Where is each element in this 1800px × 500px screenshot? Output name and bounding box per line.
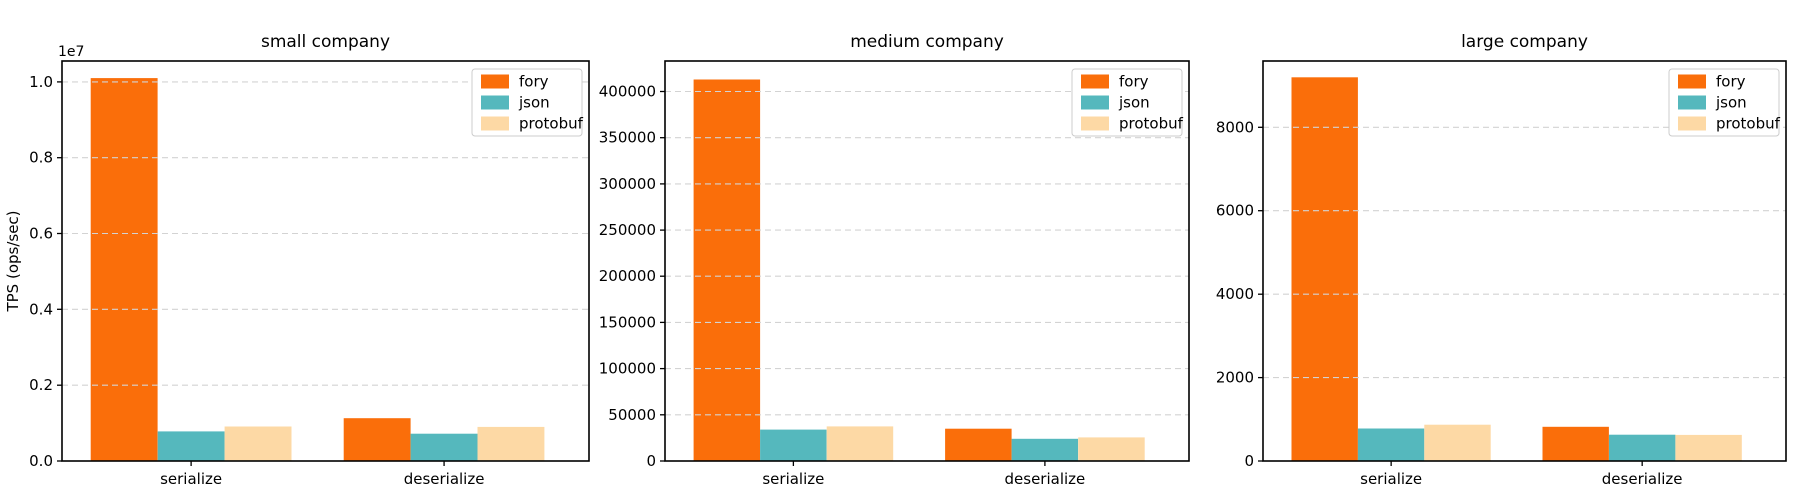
y-tick-label: 0.4	[29, 300, 53, 318]
y-tick-label: 1.0	[29, 73, 53, 91]
bar-json-deserialize	[1011, 438, 1079, 461]
bar-protobuf-deserialize	[1675, 434, 1742, 461]
y-tick-label: 200000	[599, 267, 656, 285]
bar-protobuf-serialize	[826, 426, 894, 461]
x-tick-label-serialize: serialize	[762, 470, 824, 488]
legend-swatch-protobuf	[1678, 116, 1706, 131]
y-tick-label: 350000	[599, 129, 656, 147]
y-tick-label: 150000	[599, 313, 656, 331]
legend-swatch-fory	[481, 74, 509, 89]
bar-json-deserialize	[410, 433, 478, 461]
legend-label-fory: fory	[519, 73, 549, 91]
y-tick-label: 0.8	[29, 149, 53, 167]
bar-protobuf-deserialize	[1078, 437, 1145, 461]
x-tick-label-deserialize: deserialize	[404, 470, 485, 488]
legend-swatch-protobuf	[481, 116, 509, 131]
legend-swatch-json	[481, 95, 509, 110]
legend-swatch-fory	[1081, 74, 1109, 89]
bar-fory-deserialize	[343, 418, 411, 461]
x-tick-label-deserialize: deserialize	[1602, 470, 1683, 488]
y-tick-label: 0.0	[29, 452, 53, 470]
bar-fory-serialize	[90, 78, 158, 461]
legend-label-json: json	[1118, 94, 1150, 112]
chart-title: large company	[1461, 32, 1588, 52]
y-tick-label: 2000	[1216, 369, 1254, 387]
legend: fory json protobuf	[1071, 68, 1184, 137]
x-tick-label-serialize: serialize	[160, 470, 222, 488]
y-axis-label: TPS (ops/sec)	[4, 210, 22, 312]
y-tick-label: 400000	[599, 83, 656, 101]
bar-protobuf-serialize	[224, 426, 292, 461]
plot-border	[664, 60, 1190, 462]
legend-label-json: json	[518, 94, 550, 112]
y-tick-label: 250000	[599, 221, 656, 239]
legend-swatch-json	[1081, 95, 1109, 110]
y-tick-label: 0.6	[29, 225, 53, 243]
y-axis-offset-label: 1e7	[58, 44, 84, 60]
bar-protobuf-deserialize	[477, 426, 545, 461]
legend-swatch-fory	[1678, 74, 1706, 89]
bar-json-serialize	[760, 429, 827, 461]
chart-title: small company	[261, 32, 390, 52]
plot-border	[1262, 60, 1787, 462]
legend: fory json protobuf	[471, 68, 584, 137]
bar-protobuf-serialize	[1424, 424, 1491, 461]
x-tick-label-deserialize: deserialize	[1005, 470, 1086, 488]
y-tick-label: 50000	[608, 406, 656, 424]
legend-swatch-json	[1678, 95, 1706, 110]
bar-fory-serialize	[1291, 77, 1358, 462]
legend-label-protobuf: protobuf	[1119, 115, 1184, 133]
x-tick-label-serialize: serialize	[1360, 470, 1422, 488]
y-tick-label: 6000	[1216, 202, 1254, 220]
y-tick-label: 8000	[1216, 118, 1254, 136]
chart-large-company: 0 2000 4000 6000 8000 serialize deserialize lar…	[1216, 32, 1787, 488]
y-tick-label: 0.2	[29, 376, 53, 394]
plot-border	[61, 60, 590, 462]
chart-small-company: 0.0 0.2 0.4 0.6 0.8 1.0 serialize deserialize sm…	[4, 32, 590, 488]
legend-label-protobuf: protobuf	[1716, 115, 1781, 133]
legend-label-fory: fory	[1119, 73, 1149, 91]
legend: fory json protobuf	[1668, 68, 1781, 137]
chart-medium-company: 0 50000 100000 150000 200000 250000 300000 3500…	[599, 32, 1190, 488]
bar-fory-deserialize	[1542, 426, 1609, 461]
y-tick-label: 0	[1244, 452, 1254, 470]
legend-label-json: json	[1715, 94, 1747, 112]
y-tick-label: 4000	[1216, 285, 1254, 303]
chart-title: medium company	[850, 32, 1004, 52]
y-tick-label: 300000	[599, 175, 656, 193]
y-tick-label: 0	[646, 452, 656, 470]
bar-json-serialize	[1357, 428, 1425, 461]
y-tick-label: 100000	[599, 360, 656, 378]
bar-fory-serialize	[693, 79, 761, 461]
legend-label-fory: fory	[1716, 73, 1746, 91]
bar-json-deserialize	[1609, 434, 1676, 461]
legend-swatch-protobuf	[1081, 116, 1109, 131]
legend-label-protobuf: protobuf	[519, 115, 584, 133]
bar-json-serialize	[157, 431, 225, 461]
bar-fory-deserialize	[945, 428, 1012, 461]
